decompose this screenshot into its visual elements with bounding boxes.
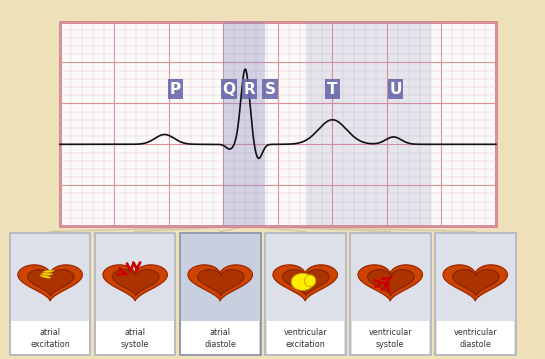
Ellipse shape	[292, 273, 314, 290]
Text: atrial
excitation: atrial excitation	[31, 328, 70, 349]
Bar	[10, 233, 90, 355]
Text: atrial
diastole: atrial diastole	[204, 328, 236, 349]
Bar	[437, 321, 514, 354]
Ellipse shape	[40, 275, 51, 278]
Text: P: P	[170, 81, 181, 97]
Bar	[242, 79, 257, 99]
Polygon shape	[273, 265, 337, 301]
Text: ventricular
systole: ventricular systole	[368, 328, 412, 349]
Bar	[11, 321, 89, 354]
Text: ventricular
excitation: ventricular excitation	[283, 328, 327, 349]
Text: Q: Q	[222, 81, 235, 97]
Bar	[388, 79, 403, 99]
Bar	[223, 22, 265, 226]
Polygon shape	[28, 270, 74, 296]
Text: ventricular
diastole: ventricular diastole	[453, 328, 497, 349]
Polygon shape	[368, 270, 414, 296]
Polygon shape	[188, 265, 252, 301]
Polygon shape	[103, 265, 167, 301]
Text: atrial
systole: atrial systole	[121, 328, 149, 349]
Bar	[181, 321, 259, 354]
Polygon shape	[453, 270, 499, 296]
Bar	[352, 321, 429, 354]
Bar	[265, 233, 346, 355]
Polygon shape	[443, 265, 507, 301]
Text: R: R	[244, 81, 256, 97]
Text: U: U	[390, 81, 402, 97]
Ellipse shape	[305, 275, 316, 286]
Polygon shape	[358, 265, 422, 301]
Bar	[221, 79, 237, 99]
Text: T: T	[327, 81, 338, 97]
Bar	[306, 22, 431, 226]
Bar	[325, 79, 340, 99]
Bar	[267, 321, 344, 354]
Bar	[350, 233, 431, 355]
Polygon shape	[198, 270, 244, 296]
Bar	[96, 321, 174, 354]
Polygon shape	[113, 270, 159, 296]
Ellipse shape	[41, 273, 52, 275]
Bar	[180, 233, 261, 355]
Bar	[435, 233, 516, 355]
Polygon shape	[18, 265, 82, 301]
Bar	[60, 22, 496, 226]
Text: S: S	[265, 81, 276, 97]
Ellipse shape	[43, 270, 54, 273]
Bar	[95, 233, 175, 355]
Bar	[168, 79, 183, 99]
Polygon shape	[283, 270, 329, 296]
Bar	[263, 79, 278, 99]
